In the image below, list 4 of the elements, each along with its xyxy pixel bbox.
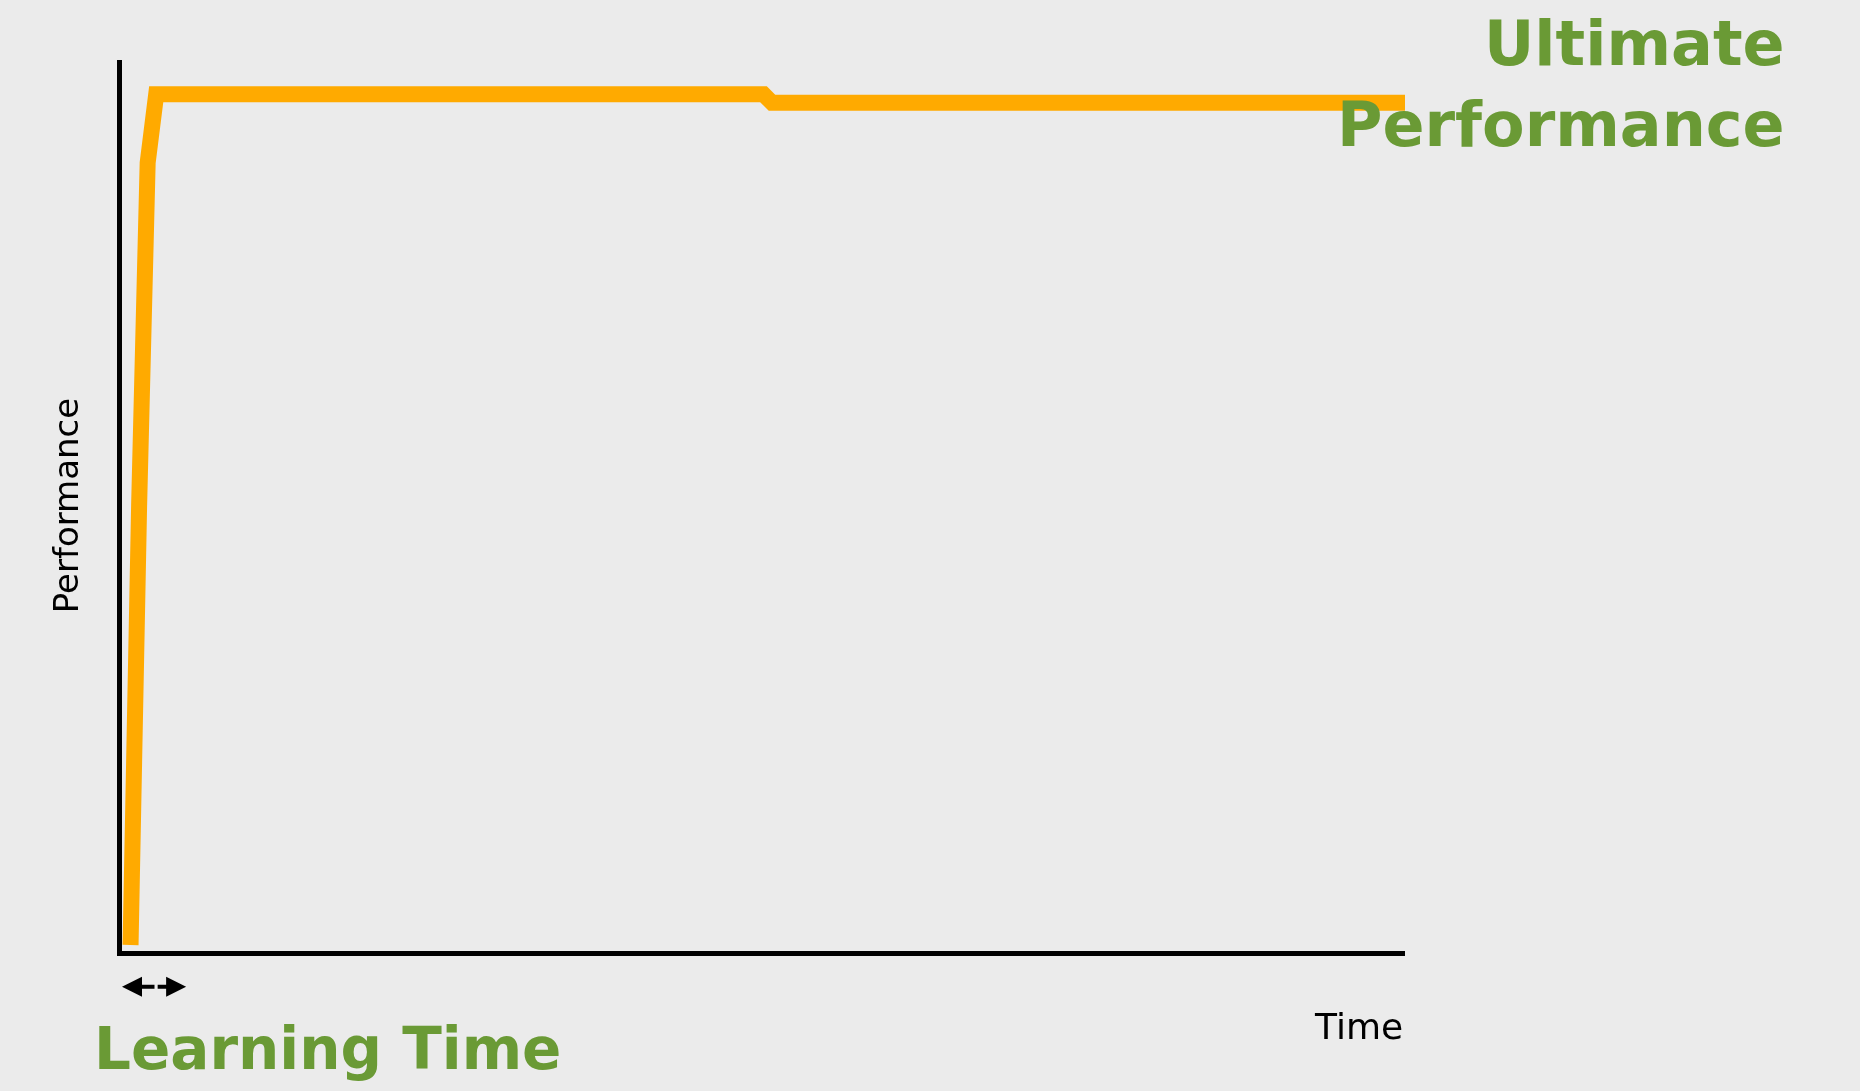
- x-axis-title: Time: [1314, 1006, 1404, 1047]
- y-axis-title: Performance: [45, 397, 86, 614]
- annotation: Ultimate Performance: [1337, 7, 1785, 161]
- text: Learning Time: [94, 1015, 562, 1083]
